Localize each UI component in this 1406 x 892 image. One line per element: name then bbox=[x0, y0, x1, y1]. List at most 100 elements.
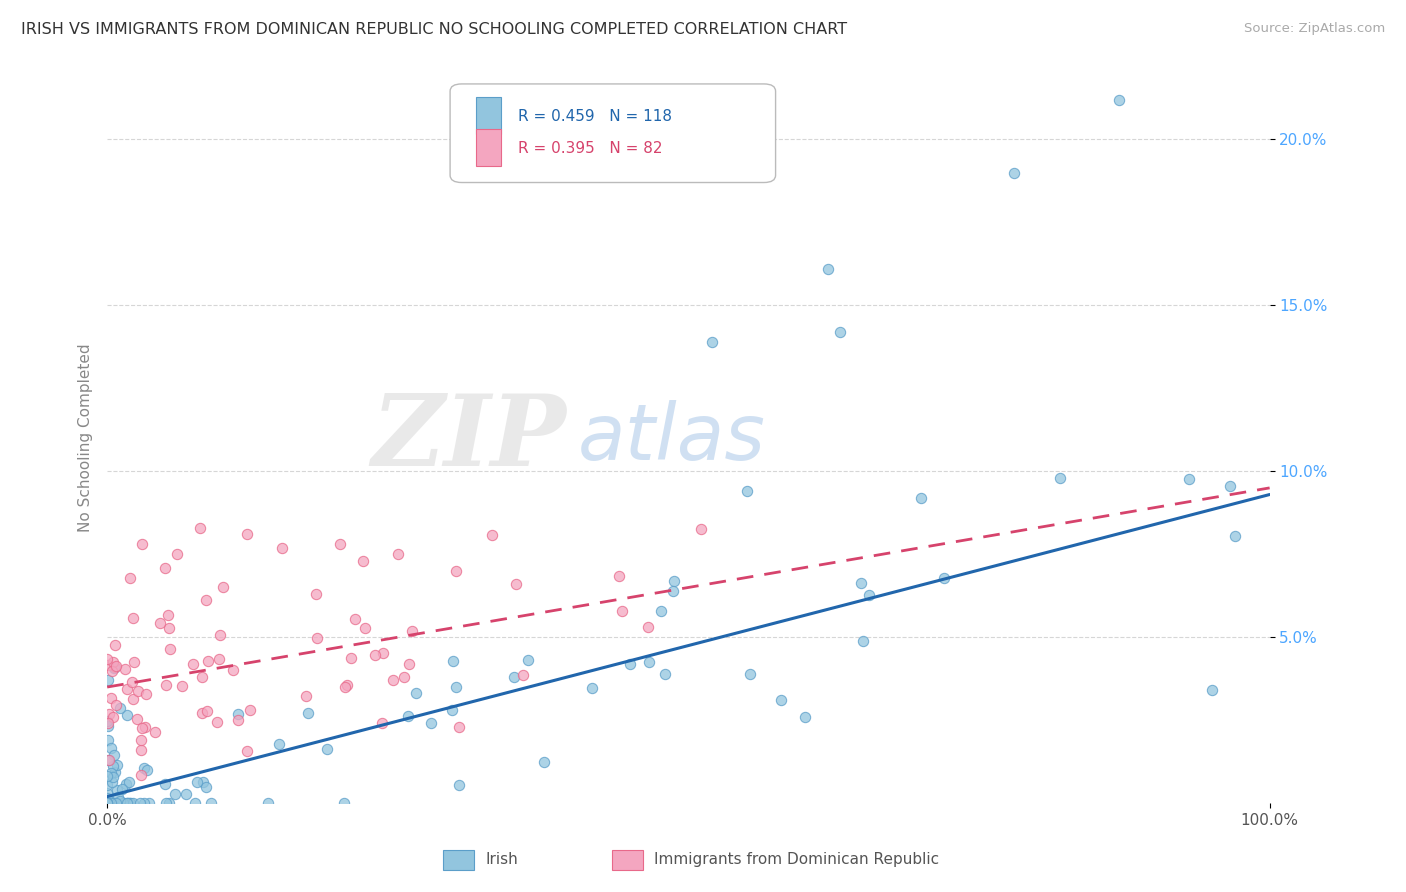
Point bbox=[191, 670, 214, 684]
Point bbox=[97, 753, 120, 767]
Point bbox=[97, 753, 120, 767]
Point bbox=[401, 624, 423, 638]
Point bbox=[1002, 165, 1025, 179]
Point bbox=[352, 554, 374, 568]
Point bbox=[662, 583, 685, 598]
Point bbox=[96, 786, 118, 800]
Point bbox=[115, 796, 138, 810]
Point bbox=[121, 675, 143, 690]
Point bbox=[157, 621, 180, 635]
Point bbox=[107, 789, 129, 804]
Point bbox=[104, 660, 127, 674]
Point bbox=[157, 796, 180, 810]
Point bbox=[96, 714, 118, 728]
Point bbox=[96, 796, 118, 810]
Point bbox=[105, 757, 128, 772]
Point bbox=[194, 780, 217, 794]
Point bbox=[101, 775, 124, 789]
Point bbox=[135, 763, 157, 777]
Point bbox=[186, 775, 208, 789]
Point bbox=[740, 666, 762, 681]
Point bbox=[209, 628, 232, 642]
Point bbox=[155, 796, 177, 810]
Text: atlas: atlas bbox=[578, 401, 766, 476]
Point bbox=[103, 796, 125, 810]
Point bbox=[405, 686, 427, 700]
Point bbox=[96, 796, 118, 810]
Point bbox=[153, 777, 176, 791]
Point bbox=[619, 657, 641, 671]
Point bbox=[115, 796, 138, 810]
Point bbox=[449, 720, 471, 734]
Point bbox=[371, 716, 394, 731]
Point bbox=[387, 547, 409, 561]
Point bbox=[117, 796, 139, 810]
Point bbox=[96, 796, 118, 810]
Point bbox=[103, 747, 125, 762]
Point bbox=[129, 796, 152, 810]
Point bbox=[96, 796, 118, 810]
Point bbox=[96, 652, 118, 666]
Point bbox=[101, 710, 124, 724]
Text: R = 0.395   N = 82: R = 0.395 N = 82 bbox=[517, 142, 662, 156]
Y-axis label: No Schooling Completed: No Schooling Completed bbox=[79, 343, 93, 533]
Point bbox=[517, 653, 540, 667]
Point bbox=[157, 608, 180, 623]
Point bbox=[96, 796, 118, 810]
Point bbox=[662, 574, 685, 588]
Point bbox=[197, 654, 219, 668]
Point bbox=[181, 657, 204, 671]
Point bbox=[307, 632, 329, 646]
Point bbox=[353, 621, 375, 635]
Point bbox=[101, 759, 124, 773]
Point bbox=[222, 663, 245, 677]
Text: R = 0.459   N = 118: R = 0.459 N = 118 bbox=[517, 110, 672, 124]
Point bbox=[700, 334, 723, 349]
Point bbox=[793, 710, 815, 724]
Point bbox=[104, 764, 127, 779]
Point bbox=[188, 521, 211, 535]
Point bbox=[419, 716, 441, 731]
Point bbox=[97, 706, 120, 721]
Point bbox=[122, 692, 145, 706]
Point bbox=[650, 604, 672, 618]
Point bbox=[131, 537, 153, 551]
Point bbox=[127, 712, 149, 726]
Point bbox=[481, 527, 503, 541]
Text: Immigrants from Dominican Republic: Immigrants from Dominican Republic bbox=[654, 853, 939, 867]
Point bbox=[190, 706, 212, 721]
Point bbox=[336, 678, 359, 692]
Point bbox=[103, 661, 125, 675]
Point bbox=[371, 646, 394, 660]
Point bbox=[114, 662, 136, 676]
Point bbox=[103, 796, 125, 810]
Point bbox=[392, 670, 415, 684]
Point bbox=[97, 716, 120, 731]
Point bbox=[1178, 472, 1201, 486]
Point bbox=[104, 796, 127, 810]
Bar bbox=[475, 97, 501, 134]
Point bbox=[267, 737, 290, 751]
Point bbox=[610, 604, 633, 618]
Point bbox=[228, 706, 250, 721]
FancyBboxPatch shape bbox=[450, 84, 776, 183]
Point bbox=[207, 652, 229, 666]
Point bbox=[382, 673, 405, 687]
Point bbox=[134, 720, 156, 734]
Point bbox=[257, 796, 280, 810]
Point bbox=[333, 796, 356, 810]
Point bbox=[344, 612, 367, 626]
Point bbox=[191, 775, 214, 789]
Point bbox=[155, 678, 177, 692]
Point bbox=[910, 491, 932, 505]
Point bbox=[115, 682, 138, 697]
Point bbox=[97, 719, 120, 733]
Point bbox=[100, 766, 122, 780]
Point bbox=[101, 796, 124, 810]
Point bbox=[329, 537, 352, 551]
Point bbox=[195, 592, 218, 607]
Point bbox=[195, 704, 218, 718]
Point bbox=[607, 569, 630, 583]
Point bbox=[104, 638, 127, 652]
Point bbox=[108, 794, 131, 808]
